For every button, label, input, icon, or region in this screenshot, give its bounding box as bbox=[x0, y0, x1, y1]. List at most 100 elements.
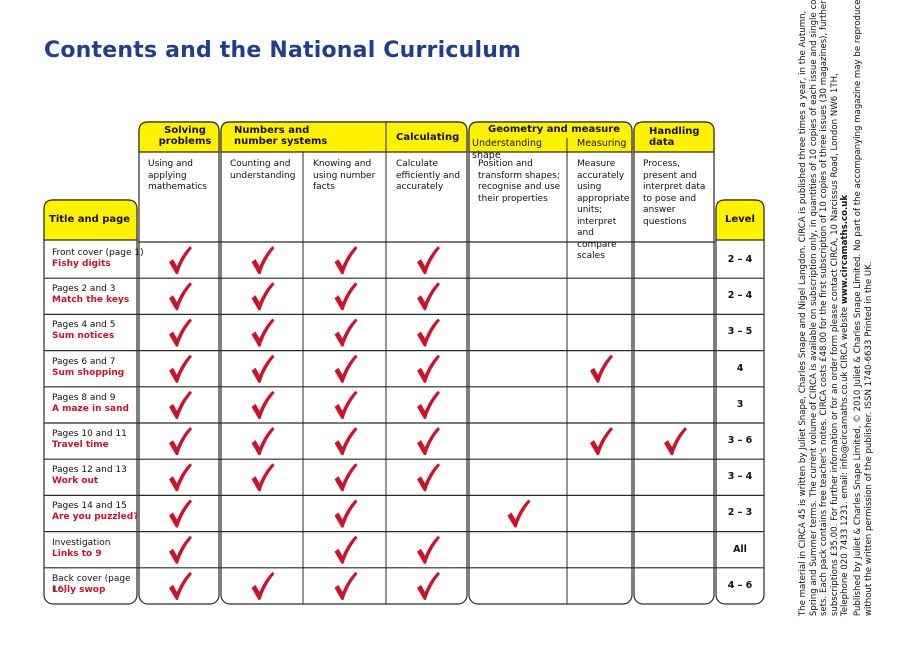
website: www.circamaths.co.uk bbox=[840, 194, 851, 305]
group-header bbox=[633, 121, 715, 153]
side-line: subscriptions £35.00. For further inform… bbox=[829, 73, 840, 617]
title-header: Title and page bbox=[49, 214, 131, 225]
tick bbox=[334, 427, 358, 456]
row-name: A maze in sand bbox=[52, 403, 129, 414]
group-label: Handling data bbox=[649, 126, 700, 148]
group-label: Geometry and measure bbox=[488, 124, 621, 135]
tick bbox=[334, 463, 358, 492]
row-page: Pages 2 and 3 bbox=[52, 284, 116, 295]
tick bbox=[251, 390, 275, 419]
tick bbox=[507, 499, 531, 528]
tick bbox=[169, 318, 192, 347]
row-page: Pages 8 and 9 bbox=[52, 392, 116, 403]
side-paragraph: Published by Juliet & Charles Snape Limi… bbox=[852, 0, 874, 617]
tick bbox=[169, 282, 192, 311]
column-description: Counting and understanding bbox=[230, 159, 296, 181]
tick bbox=[169, 499, 192, 528]
row-level: 2 – 3 bbox=[727, 507, 753, 519]
row-name: Match the keys bbox=[52, 295, 130, 306]
column-description: Position and transform shapes; recognise… bbox=[478, 159, 561, 204]
group-header bbox=[138, 121, 220, 153]
side-line: without the written permission of the pu… bbox=[863, 261, 874, 617]
tick bbox=[169, 354, 192, 383]
tick bbox=[590, 427, 613, 456]
tick bbox=[417, 282, 440, 311]
tick bbox=[169, 463, 192, 492]
level-header: Level bbox=[725, 214, 755, 225]
column-description: Calculate efficiently and accurately bbox=[396, 159, 461, 192]
tick bbox=[169, 571, 192, 600]
side-header bbox=[715, 199, 765, 241]
tick bbox=[251, 246, 275, 275]
row-page: Pages 12 and 13 bbox=[52, 465, 127, 476]
tick bbox=[417, 463, 440, 492]
tick bbox=[334, 246, 358, 275]
side-header bbox=[43, 199, 138, 241]
tick bbox=[169, 390, 192, 419]
row-level: 3 – 4 bbox=[727, 471, 753, 483]
row-name: Sum notices bbox=[52, 331, 115, 342]
row-name: Lolly swop bbox=[52, 584, 106, 595]
tick bbox=[169, 535, 192, 564]
tick bbox=[251, 354, 275, 383]
tick bbox=[664, 427, 687, 456]
tick bbox=[169, 427, 192, 456]
row-page: Back cover (page 16) bbox=[52, 573, 131, 595]
group-header bbox=[468, 121, 633, 153]
group-label: Solving problems bbox=[158, 125, 212, 147]
tick bbox=[334, 390, 358, 419]
row-name: Links to 9 bbox=[52, 548, 102, 559]
row-level: 3 bbox=[736, 398, 744, 410]
column-description: Measure accurately using appropriate uni… bbox=[577, 159, 630, 261]
row-level: 3 – 5 bbox=[727, 326, 753, 338]
row-page: Pages 14 and 15 bbox=[52, 501, 127, 512]
subhead: Understanding shape bbox=[472, 138, 542, 161]
tick bbox=[417, 318, 440, 347]
tick bbox=[417, 354, 440, 383]
row-page: Pages 10 and 11 bbox=[52, 429, 127, 439]
tick bbox=[417, 390, 440, 419]
row-name: Are you puzzled? bbox=[52, 512, 139, 523]
row-name: Travel time bbox=[52, 440, 109, 450]
row-page: Front cover (page 1) bbox=[52, 248, 144, 258]
side-text: The material in CIRCA 45 is written by J… bbox=[797, 0, 876, 617]
row-name: Work out bbox=[52, 476, 99, 487]
side-line: Published by Juliet & Charles Snape Limi… bbox=[852, 0, 863, 617]
contact-line: Telephone 020 7433 1231. email: info@cir… bbox=[840, 46, 851, 616]
group-label: Numbers and number systems bbox=[234, 125, 328, 147]
row-level: 4 bbox=[736, 362, 744, 374]
contact: Telephone 020 7433 1231. email: info@cir… bbox=[840, 306, 851, 617]
tick bbox=[251, 282, 275, 311]
group-header bbox=[220, 121, 468, 153]
row-level: 4 – 6 bbox=[727, 579, 753, 591]
row-name: Fishy digits bbox=[52, 259, 111, 269]
row-page: Investigation bbox=[52, 537, 111, 548]
tick bbox=[334, 282, 358, 311]
tick bbox=[417, 246, 440, 275]
tick bbox=[251, 427, 275, 456]
group-label: Calculating bbox=[396, 132, 460, 143]
column-description: Process, present and interpret data to p… bbox=[643, 159, 706, 227]
tick bbox=[334, 571, 358, 600]
column-description: Knowing and using number facts bbox=[313, 159, 376, 192]
side-line: The material in CIRCA 45 is written by J… bbox=[797, 10, 808, 617]
side-line: Spring and Summer terms. The current vol… bbox=[808, 0, 819, 617]
tick bbox=[251, 463, 275, 492]
tick bbox=[590, 354, 613, 383]
tick bbox=[334, 499, 358, 528]
subhead: Measuring bbox=[577, 138, 627, 149]
tick bbox=[417, 427, 440, 456]
tick bbox=[169, 246, 192, 275]
tick bbox=[251, 571, 275, 600]
side-paragraph: The material in CIRCA 45 is written by J… bbox=[797, 0, 851, 617]
tick bbox=[334, 318, 358, 347]
tick bbox=[334, 354, 358, 383]
tick bbox=[334, 535, 358, 564]
row-page: Pages 4 and 5 bbox=[52, 320, 116, 331]
side-line: sets. Each pack contains free teacher's … bbox=[819, 0, 830, 617]
row-name: Sum shopping bbox=[52, 367, 125, 378]
row-page: Pages 6 and 7 bbox=[52, 356, 116, 367]
row-level: All bbox=[733, 543, 747, 555]
